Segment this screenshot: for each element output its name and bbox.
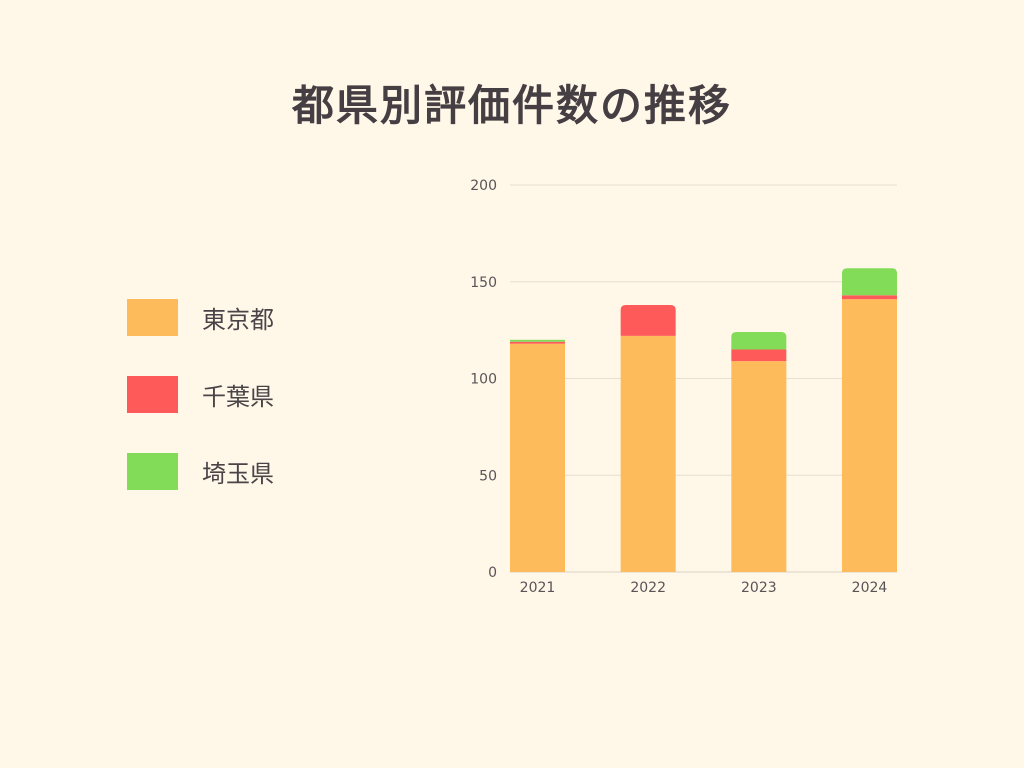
bar-2024-series-2 (842, 268, 897, 296)
x-tick-label: 2023 (741, 580, 777, 596)
y-tick-label: 0 (488, 565, 497, 581)
x-tick-label: 2022 (630, 580, 666, 596)
bar-2023-series-1 (731, 349, 787, 362)
y-tick-label: 200 (470, 178, 497, 194)
legend-item-chiba: 千葉県 (127, 375, 274, 413)
bar-2021-series-0 (510, 343, 565, 572)
bar-2022-series-1 (620, 304, 676, 336)
y-tick-label: 150 (470, 275, 497, 291)
legend-swatch-tokyo (127, 298, 178, 336)
bar-2024-series-1 (842, 295, 897, 300)
y-tick-label: 100 (470, 372, 497, 388)
bar-2021-series-1 (510, 341, 565, 344)
x-tick-label: 2021 (520, 580, 556, 596)
grid-layer (510, 184, 897, 573)
legend-item-tokyo: 東京都 (127, 298, 274, 336)
legend-swatch-saitama (127, 452, 178, 490)
bar-2022-series-0 (620, 335, 676, 572)
legend-label-tokyo: 東京都 (202, 305, 274, 334)
bar-2023-series-0 (731, 361, 787, 572)
bar-layer (510, 268, 897, 572)
y-tick-label: 50 (479, 468, 497, 484)
chart-title: 都県別評価件数の推移 (291, 81, 732, 130)
legend-swatch-chiba (127, 375, 178, 413)
legend-label-chiba: 千葉県 (202, 382, 274, 411)
bar-2023-series-2 (731, 332, 787, 350)
legend: 東京都 千葉県 埼玉県 (127, 298, 274, 529)
bar-2024-series-0 (842, 299, 897, 572)
bar-2021-series-2 (510, 339, 565, 342)
legend-label-saitama: 埼玉県 (202, 459, 274, 488)
tick-layer: 0 50 100 150 200 2021 2022 2023 2024 (470, 178, 887, 596)
legend-item-saitama: 埼玉県 (127, 452, 274, 490)
x-tick-label: 2024 (852, 580, 888, 596)
